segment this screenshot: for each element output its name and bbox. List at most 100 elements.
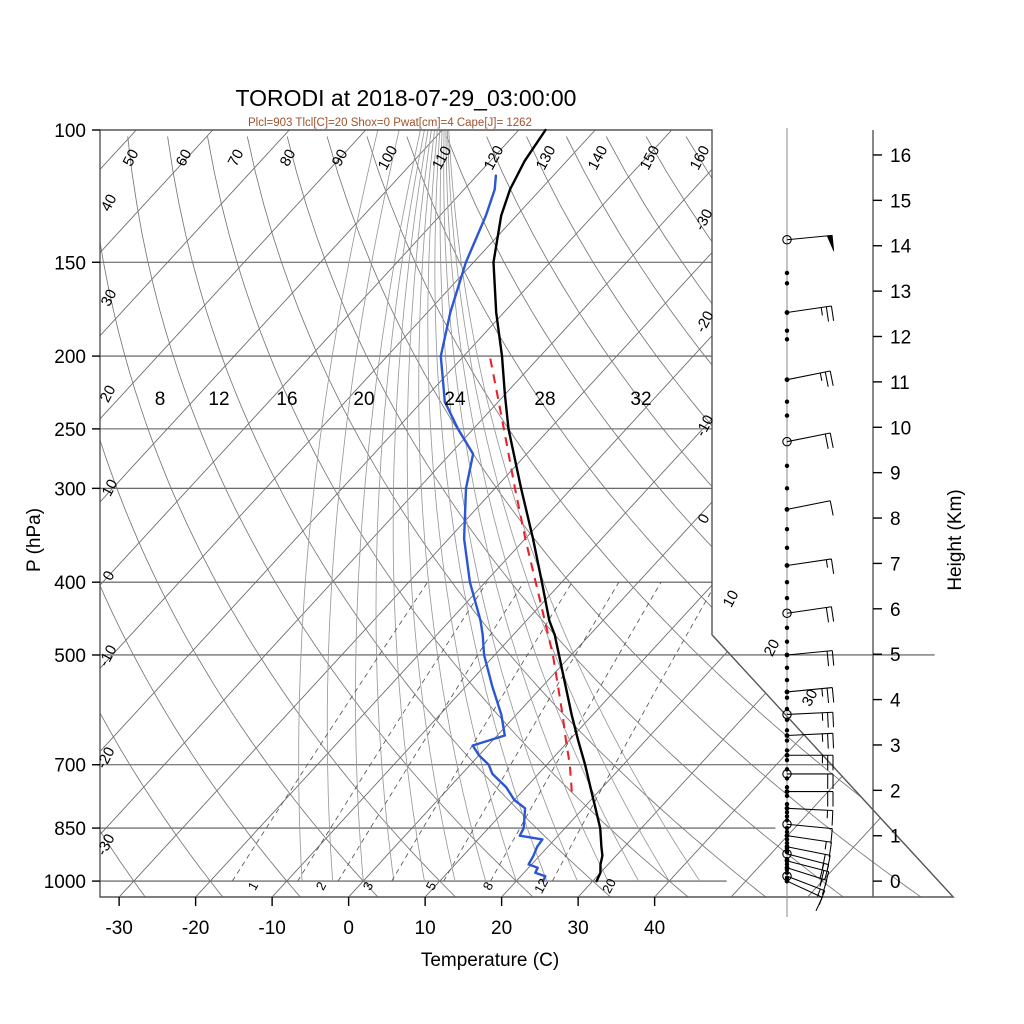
barb-shaft: [786, 846, 831, 856]
barb-shaft: [786, 650, 833, 656]
barb-full: [830, 305, 835, 321]
wind-barb-column: [782, 128, 835, 917]
dry-adiabat-160: [685, 136, 954, 897]
height-tick-label-0: 0: [890, 872, 901, 893]
moist-adiabat-label-28: 28: [534, 389, 555, 410]
barb-shaft: [786, 853, 829, 866]
pressure-axis-title: P (hPa): [24, 508, 45, 572]
dry-adiabat-70: [326, 136, 922, 897]
moist-adiabat-label-12: 12: [208, 389, 229, 410]
isotherm--70: [100, 130, 520, 897]
wind-level-marker: [784, 856, 790, 862]
wind-barb: [786, 650, 835, 667]
wind-barb: [786, 846, 831, 871]
barb-full: [826, 651, 830, 667]
wind-level-marker: [784, 818, 790, 823]
wind-level-marker: [784, 328, 790, 333]
wind-barb: [786, 558, 835, 574]
barb-shaft: [786, 732, 833, 737]
mixing-ratio-1: [231, 581, 428, 882]
isotherm-right-label-20: 20: [761, 637, 784, 660]
wind-level-marker: [784, 665, 790, 670]
moist-adiabat-8: [392, 130, 429, 882]
temperature-tick-label-20: 20: [491, 918, 512, 939]
mixing-ratio-20: [552, 581, 717, 882]
barb-full: [827, 712, 829, 728]
mixing-ratio-8: [443, 581, 620, 882]
dry-adiabat-30: [167, 136, 611, 897]
wind-barb: [786, 880, 823, 912]
moist-adiabat-4: [375, 130, 425, 882]
theta-label-120: 120: [481, 143, 508, 173]
chart-title: TORODI at 2018-07-29_03:00:00: [236, 85, 577, 111]
wind-level-marker: [784, 463, 790, 469]
isotherm--30: [118, 130, 826, 897]
wind-level-marker: [784, 814, 790, 819]
moist-adiabat-44: [448, 130, 701, 882]
barb-shaft: [786, 823, 833, 830]
wind-level-marker: [784, 281, 790, 286]
wind-barb: [786, 835, 832, 858]
wind-level-marker: [784, 801, 790, 807]
wind-level-marker: [784, 399, 790, 404]
moist-adiabat-label-32: 32: [630, 389, 651, 410]
moist-adiabat-label-8: 8: [155, 389, 166, 410]
isotherm-left-label--20: -20: [93, 744, 118, 771]
barb-full: [825, 607, 830, 623]
pressure-tick-label-1000: 1000: [44, 872, 86, 893]
wind-level-marker: [784, 706, 790, 712]
wind-level-marker: [784, 862, 790, 867]
barb-full: [819, 870, 825, 886]
temperature-tick-label-30: 30: [568, 918, 589, 939]
dry-adiabat-200: [845, 136, 954, 897]
wind-level-marker: [784, 545, 790, 551]
wind-level-marker: [784, 767, 790, 772]
moist-adiabat-0: [355, 130, 421, 882]
theta-label-100: 100: [375, 143, 402, 173]
wind-level-marker: [784, 793, 790, 799]
height-tick-label-2: 2: [890, 781, 901, 802]
pressure-tick-label-700: 700: [54, 756, 86, 777]
height-tick-label-8: 8: [890, 509, 901, 530]
wind-level-marker: [784, 748, 790, 753]
wind-barb: [787, 754, 834, 771]
isotherm-right-label-10: 10: [720, 588, 743, 611]
barb-half: [824, 841, 827, 850]
dry-adiabat-190: [805, 136, 954, 897]
isotherm-left-label-30: 30: [98, 287, 121, 310]
height-tick-label-4: 4: [890, 691, 901, 712]
height-axis-title: Height (Km): [945, 489, 966, 590]
height-tick-label-14: 14: [890, 237, 912, 258]
pressure-tick-label-400: 400: [54, 573, 86, 594]
mixing-ratio-5: [391, 581, 573, 882]
wind-level-marker: [784, 595, 790, 601]
isotherm--120: [100, 130, 137, 897]
wind-level-marker: [784, 785, 790, 790]
dry-adiabat-170: [725, 136, 954, 897]
temperature-curve: [492, 128, 604, 883]
wind-level-marker: [784, 526, 790, 532]
wind-barb: [786, 500, 834, 516]
barb-shaft: [786, 835, 832, 843]
chart-subtitle: Plcl=903 Tlcl[C]=20 Shox=0 Pwat[cm]=4 Ca…: [248, 117, 532, 129]
moist-adiabat-label-20: 20: [353, 389, 374, 410]
wind-level-marker: [784, 717, 790, 723]
mixing-ratio-lines: [231, 581, 717, 882]
wind-barb: [786, 711, 835, 728]
wind-barb: [786, 860, 830, 887]
dry-adiabat--10: [100, 136, 301, 897]
barb-half: [820, 307, 823, 316]
wind-level-marker: [784, 738, 790, 743]
wind-level-marker: [784, 837, 790, 842]
barb-shaft: [786, 370, 831, 381]
temperature-tick-label--30: -30: [105, 918, 132, 939]
isotherms: [100, 130, 954, 897]
barb-full: [831, 810, 834, 826]
wind-level-marker: [784, 486, 790, 491]
sounding-curves: [439, 128, 604, 883]
barb-full: [829, 500, 834, 516]
wind-barb: [787, 791, 834, 807]
pressure-tick-label-250: 250: [54, 420, 86, 441]
barb-full: [829, 432, 834, 448]
